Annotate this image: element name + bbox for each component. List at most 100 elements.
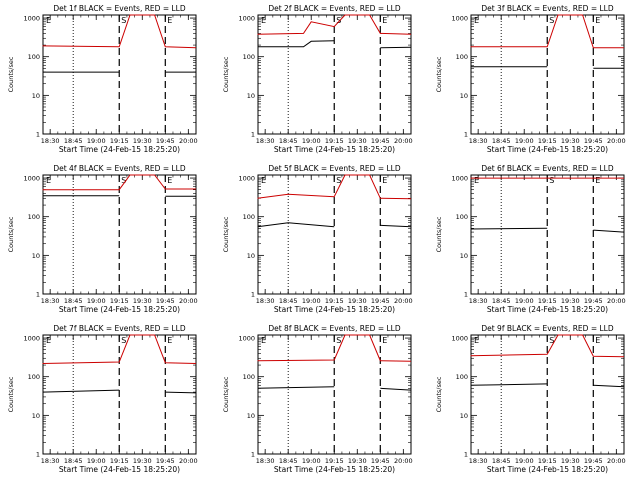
x-axis-label: Start Time (24-Feb-15 18:25:20) [487,145,608,154]
x-tick-label: 19:45 [584,297,603,305]
series-line [380,224,412,228]
x-tick-label: 19:00 [302,297,321,305]
series-line [257,334,412,362]
x-tick-label: 19:00 [515,457,534,465]
series-line [42,389,120,393]
interval-label: S [336,336,341,345]
x-axis-label: Start Time (24-Feb-15 18:25:20) [274,305,395,314]
x-tick-label: 19:45 [371,297,390,305]
interval-label: E [382,16,387,25]
series-line [42,174,196,191]
y-tick-label: 10 [247,252,255,260]
series-line [257,174,412,200]
series-line [593,229,625,233]
interval-label: E [46,336,51,345]
x-tick-label: 18:30 [256,137,275,145]
x-tick-label: 18:45 [64,297,83,305]
panel-title: Det 7f BLACK = Events, RED = LLD [53,324,186,333]
x-axis-label: Start Time (24-Feb-15 18:25:20) [59,145,180,154]
panel-det-1: Det 1f BLACK = Events, RED = LLD 1 10 100 10… [7,4,198,154]
x-tick-label: 19:45 [156,297,175,305]
y-tick-label: 10 [32,412,40,420]
y-tick-label: 1000 [238,175,255,183]
interval-label: E [474,336,479,345]
series-line [380,46,412,49]
x-tick-label: 19:30 [348,137,367,145]
y-tick-label: 100 [243,213,255,221]
x-tick-label: 19:00 [87,137,106,145]
y-axis-label: Counts/sec [7,376,15,412]
y-tick-label: 10 [460,252,468,260]
panel-title: Det 3f BLACK = Events, RED = LLD [481,4,614,13]
series-line [257,222,335,228]
y-tick-label: 1 [464,291,468,299]
y-tick-label: 1 [464,131,468,139]
x-tick-label: 18:45 [279,137,298,145]
x-tick-label: 20:00 [394,297,413,305]
x-tick-label: 18:30 [41,297,60,305]
x-tick-label: 19:00 [302,137,321,145]
y-tick-label: 1000 [451,15,468,23]
panel-det-8: Det 8f BLACK = Events, RED = LLD 1 10 100 10… [222,324,413,474]
x-tick-label: 19:30 [348,457,367,465]
x-tick-label: 19:00 [87,297,106,305]
y-axis-label: Counts/sec [222,56,230,92]
x-tick-label: 18:45 [279,297,298,305]
interval-label: E [167,176,172,185]
y-tick-label: 1000 [23,15,40,23]
y-tick-label: 1000 [23,175,40,183]
interval-label: S [549,336,554,345]
panel-title: Det 4f BLACK = Events, RED = LLD [53,164,186,173]
interval-label: S [549,16,554,25]
series-line [470,14,624,49]
y-tick-label: 1000 [451,335,468,343]
y-tick-label: 1 [36,451,40,459]
x-tick-label: 19:15 [110,457,129,465]
series-line [470,383,548,386]
x-tick-label: 19:30 [561,137,580,145]
x-tick-label: 20:00 [607,457,626,465]
x-tick-label: 19:30 [133,457,152,465]
y-tick-label: 1 [251,131,255,139]
interval-label: S [549,176,554,185]
x-tick-label: 18:30 [256,297,275,305]
y-tick-label: 1 [251,291,255,299]
x-tick-label: 20:00 [394,457,413,465]
x-tick-label: 20:00 [607,297,626,305]
panel-title: Det 5f BLACK = Events, RED = LLD [268,164,401,173]
interval-label: S [121,176,126,185]
panel-title: Det 1f BLACK = Events, RED = LLD [53,4,186,13]
x-tick-label: 19:15 [325,297,344,305]
y-tick-label: 1 [36,291,40,299]
y-tick-label: 100 [28,373,40,381]
x-tick-label: 19:00 [302,457,321,465]
interval-label: S [121,336,126,345]
x-tick-label: 18:45 [64,457,83,465]
interval-label: E [382,176,387,185]
x-axis-label: Start Time (24-Feb-15 18:25:20) [487,305,608,314]
y-axis-label: Counts/sec [7,56,15,92]
y-axis-label: Counts/sec [222,216,230,252]
x-tick-label: 19:45 [584,137,603,145]
y-tick-label: 100 [456,53,468,61]
y-tick-label: 1000 [451,175,468,183]
x-tick-label: 19:45 [156,457,175,465]
y-axis-label: Counts/sec [222,376,230,412]
interval-label: E [167,336,172,345]
y-tick-label: 1000 [238,15,255,23]
y-tick-label: 100 [243,373,255,381]
x-tick-label: 19:30 [561,457,580,465]
panel-title: Det 2f BLACK = Events, RED = LLD [268,4,401,13]
y-tick-label: 10 [32,252,40,260]
y-tick-label: 100 [243,53,255,61]
x-tick-label: 18:45 [64,137,83,145]
y-tick-label: 1000 [238,335,255,343]
interval-label: E [46,176,51,185]
x-tick-label: 19:30 [348,297,367,305]
interval-label: S [121,16,126,25]
x-tick-label: 19:30 [133,137,152,145]
x-tick-label: 19:30 [133,297,152,305]
x-axis-label: Start Time (24-Feb-15 18:25:20) [487,465,608,474]
